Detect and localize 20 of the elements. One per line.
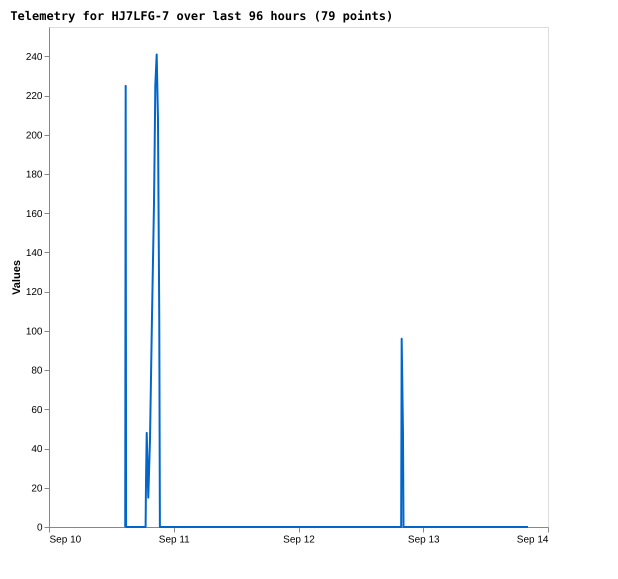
y-tick-label: 200 — [26, 130, 43, 142]
y-axis-title: Values — [10, 260, 23, 295]
x-tick-label: Sep 11 — [158, 534, 190, 546]
y-tick-label: 180 — [26, 170, 43, 181]
y-tick-label: 0 — [36, 522, 43, 534]
y-tick-label: 140 — [26, 248, 43, 259]
y-tick-label: 40 — [31, 444, 43, 456]
y-tick-label: 100 — [26, 326, 43, 338]
y-tick-label: 80 — [31, 366, 43, 377]
y-tick-label: 240 — [26, 52, 43, 63]
y-tick-label: 20 — [31, 483, 43, 494]
x-tick-label: Sep 10 — [50, 534, 82, 546]
x-tick-label: Sep 14 — [516, 534, 549, 546]
x-tick-label: Sep 12 — [283, 534, 316, 546]
y-tick-label: 220 — [26, 91, 43, 102]
y-tick-label: 160 — [26, 208, 43, 220]
y-tick-label: 60 — [31, 404, 43, 416]
x-tick-label: Sep 13 — [408, 534, 440, 546]
y-tick-label: 120 — [26, 287, 43, 298]
chart-title: Telemetry for HJ7LFG-7 over last 96 hours (79 points) — [10, 9, 394, 23]
